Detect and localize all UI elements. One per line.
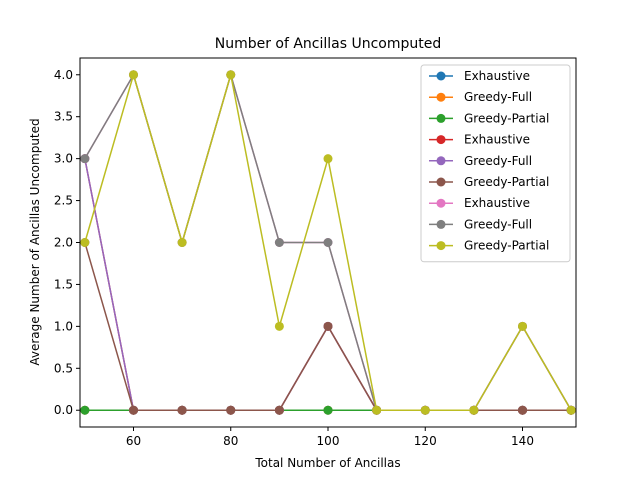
y-tick-label: 0.5 bbox=[54, 361, 73, 375]
legend-swatch-marker bbox=[436, 156, 446, 166]
chart-title: Number of Ancillas Uncomputed bbox=[215, 36, 442, 52]
data-point bbox=[177, 238, 187, 247]
data-point bbox=[323, 405, 333, 415]
data-point bbox=[323, 154, 333, 164]
legend-swatch-marker bbox=[436, 177, 446, 187]
plot-area bbox=[80, 70, 576, 415]
data-point bbox=[469, 405, 479, 415]
legend-box bbox=[420, 64, 571, 263]
legend-label: Exhaustive bbox=[464, 133, 530, 147]
legend-label: Greedy-Full bbox=[464, 217, 532, 231]
y-tick-label: 0.0 bbox=[54, 403, 73, 417]
data-point bbox=[372, 405, 382, 415]
legend-label: Greedy-Partial bbox=[464, 239, 549, 253]
data-point bbox=[566, 405, 576, 415]
legend-item: Greedy-Full bbox=[429, 154, 532, 168]
x-tick-label: 100 bbox=[317, 434, 340, 448]
data-point bbox=[128, 70, 138, 80]
legend-item: Greedy-Partial bbox=[429, 239, 549, 253]
legend-swatch-marker bbox=[436, 198, 446, 208]
legend-label: Greedy-Partial bbox=[464, 111, 549, 125]
data-point bbox=[274, 405, 284, 415]
data-point bbox=[177, 405, 187, 415]
legend-label: Exhaustive bbox=[464, 196, 530, 210]
x-axis-title: Total Number of Ancillas bbox=[254, 456, 400, 470]
legend-label: Exhaustive bbox=[464, 69, 530, 83]
legend-item: Greedy-Full bbox=[429, 90, 532, 104]
data-point bbox=[80, 405, 90, 415]
data-point bbox=[274, 321, 284, 331]
data-point bbox=[80, 154, 90, 164]
data-point bbox=[323, 238, 333, 247]
y-tick-label: 2.5 bbox=[54, 194, 73, 208]
legend-swatch-marker bbox=[436, 92, 446, 102]
data-point bbox=[518, 321, 528, 331]
legend-label: Greedy-Partial bbox=[464, 175, 549, 189]
legend-swatch-marker bbox=[436, 241, 446, 251]
legend-swatch-marker bbox=[436, 113, 446, 123]
y-tick-label: 1.0 bbox=[54, 319, 73, 333]
y-tick-label: 4.0 bbox=[54, 68, 73, 82]
legend: Exhaustive Greedy-Full Greedy-Partial Exhau… bbox=[420, 64, 571, 263]
legend-swatch-marker bbox=[436, 135, 446, 145]
y-axis-title: Average Number of Ancillas Uncomputed bbox=[28, 118, 42, 365]
legend-item: Greedy-Full bbox=[429, 217, 532, 231]
y-axis: 0.0 0.5 1.0 1.5 2.0 2.5 3.0 3.5 4.0 bbox=[54, 68, 80, 417]
x-tick-label: 120 bbox=[414, 434, 437, 448]
legend-label: Greedy-Full bbox=[464, 90, 532, 104]
x-axis: 60 80 100 120 140 bbox=[126, 427, 534, 448]
data-point bbox=[128, 405, 138, 415]
legend-swatch-marker bbox=[436, 219, 446, 229]
legend-item: Exhaustive bbox=[429, 69, 530, 83]
data-point bbox=[518, 405, 528, 415]
series-9 bbox=[80, 70, 576, 415]
y-tick-label: 3.5 bbox=[54, 110, 73, 124]
data-point bbox=[420, 405, 430, 415]
y-tick-label: 2.0 bbox=[54, 236, 73, 250]
y-tick-label: 3.0 bbox=[54, 152, 73, 166]
legend-item: Exhaustive bbox=[429, 196, 530, 210]
data-point bbox=[274, 238, 284, 247]
legend-item: Exhaustive bbox=[429, 133, 530, 147]
legend-item: Greedy-Partial bbox=[429, 111, 549, 125]
data-point bbox=[323, 321, 333, 331]
data-point bbox=[80, 238, 90, 247]
legend-swatch-marker bbox=[436, 71, 446, 81]
x-tick-label: 140 bbox=[511, 434, 534, 448]
legend-item: Greedy-Partial bbox=[429, 175, 549, 189]
x-tick-label: 80 bbox=[223, 434, 238, 448]
legend-label: Greedy-Full bbox=[464, 154, 532, 168]
data-point bbox=[226, 70, 236, 80]
data-point bbox=[226, 405, 236, 415]
y-tick-label: 1.5 bbox=[54, 277, 73, 291]
x-tick-label: 60 bbox=[126, 434, 141, 448]
